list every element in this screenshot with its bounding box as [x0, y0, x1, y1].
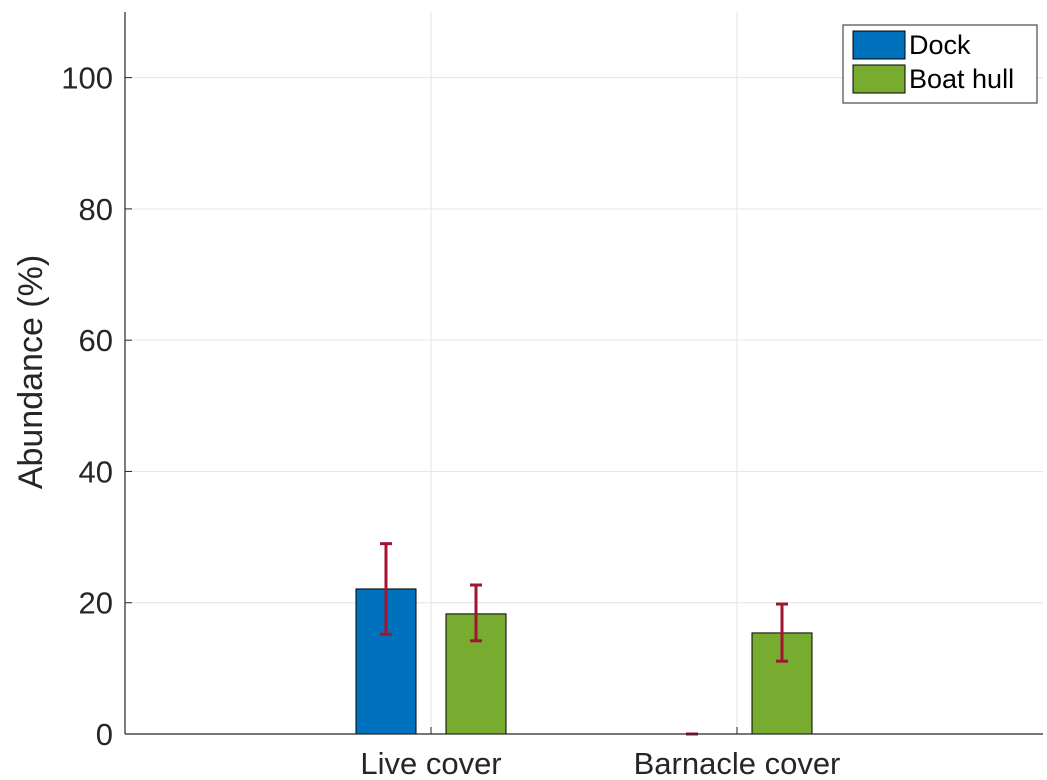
y-tick-label: 80 — [79, 192, 113, 227]
axes — [124, 12, 1043, 735]
y-tick-label: 60 — [79, 323, 113, 358]
legend-label: Boat hull — [909, 64, 1014, 94]
x-tick-label: Live cover — [360, 746, 501, 780]
x-tick-label: Barnacle cover — [634, 746, 841, 780]
y-tick-label: 20 — [79, 586, 113, 621]
y-tick-label: 40 — [79, 454, 113, 489]
grid-lines — [125, 12, 1043, 734]
x-tick-labels: Live cover Barnacle cover — [360, 746, 840, 780]
error-bars — [380, 542, 788, 736]
legend-swatch — [852, 64, 906, 94]
legend-label: Dock — [909, 30, 971, 60]
y-tick-label: 0 — [96, 717, 113, 752]
bars — [355, 588, 813, 735]
legend: Dock Boat hull — [842, 24, 1038, 104]
y-tick-label: 100 — [61, 61, 113, 96]
legend-swatch — [852, 30, 906, 60]
y-tick-labels: 0 20 40 60 80 100 — [61, 61, 113, 752]
y-axis-label: Abundance (%) — [12, 255, 50, 489]
